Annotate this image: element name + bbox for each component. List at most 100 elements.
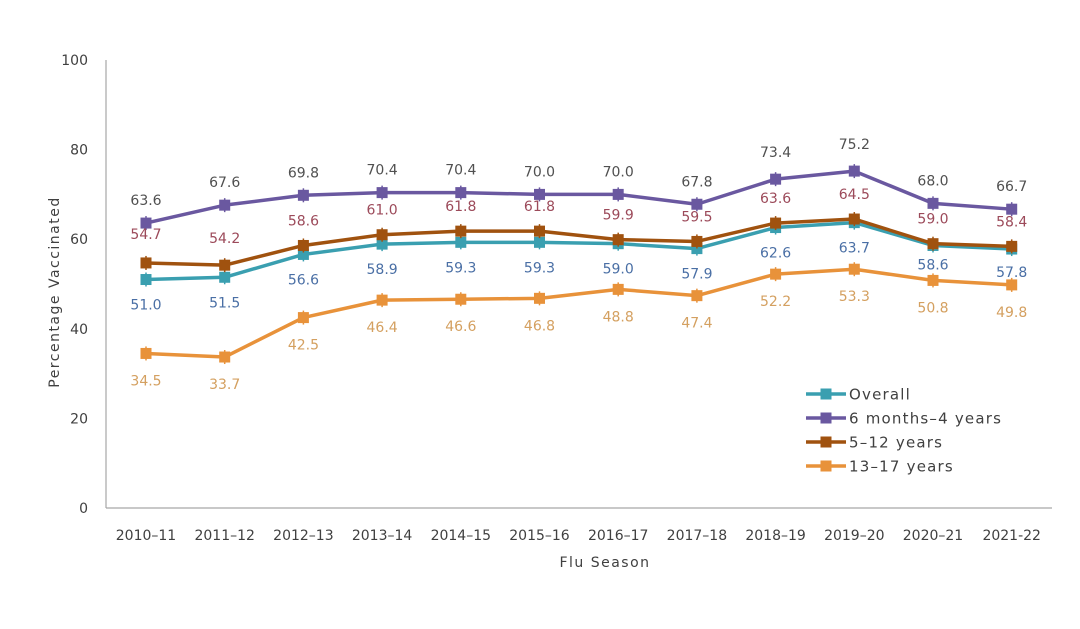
x-tick-label: 2016–17 <box>588 528 648 544</box>
x-tick-label: 2021-22 <box>982 528 1041 544</box>
data-point <box>140 217 152 229</box>
legend-item: Overall <box>806 386 911 404</box>
legend: Overall 6 months–4 years 5–12 years 13–17 y… <box>806 386 1002 476</box>
data-point <box>1006 203 1018 215</box>
legend-marker-icon <box>820 436 832 448</box>
data-label: 48.8 <box>603 309 634 325</box>
data-point <box>691 290 703 302</box>
data-point <box>140 274 152 286</box>
data-label: 54.7 <box>130 227 161 243</box>
data-point <box>1006 240 1018 252</box>
data-label: 46.4 <box>367 320 398 336</box>
legend-marker-icon <box>820 412 832 424</box>
data-label: 59.3 <box>524 260 555 276</box>
series-2 <box>140 212 1018 273</box>
data-label: 51.5 <box>209 295 240 311</box>
data-label: 59.0 <box>917 212 948 228</box>
data-point <box>534 225 545 237</box>
x-tick-label: 2015–16 <box>509 528 570 544</box>
series-line <box>145 267 1012 359</box>
series-line <box>145 217 1012 267</box>
data-point <box>770 173 782 185</box>
data-label: 70.0 <box>524 164 555 180</box>
x-tick-label: 2019–20 <box>824 528 884 544</box>
x-tick-label: 2010–11 <box>116 528 176 544</box>
y-tick-label: 60 <box>70 232 88 248</box>
data-label: 53.3 <box>839 289 870 305</box>
data-point <box>534 188 545 200</box>
y-tick-labels: 0 20 40 60 80 100 <box>61 53 88 517</box>
legend-label: 5–12 years <box>849 434 943 452</box>
data-label: 46.8 <box>524 318 555 334</box>
data-label: 58.4 <box>996 214 1027 230</box>
data-label: 58.9 <box>367 262 398 278</box>
data-point <box>612 234 624 246</box>
data-label: 49.8 <box>996 305 1027 321</box>
data-label: 61.8 <box>445 199 476 215</box>
data-label: 61.0 <box>367 203 398 219</box>
data-point <box>691 198 703 210</box>
data-point <box>140 257 152 269</box>
data-label: 75.2 <box>839 137 870 153</box>
data-point <box>297 248 309 260</box>
data-point <box>927 238 939 250</box>
series-group <box>140 164 1018 365</box>
data-labels: 51.0 51.5 56.6 58.9 59.3 59.3 59.0 57.9 62.6 63.7… <box>130 137 1027 393</box>
data-point <box>534 292 545 304</box>
y-tick-label: 20 <box>70 411 88 427</box>
legend-marker-icon <box>820 460 832 472</box>
data-label: 58.6 <box>288 213 319 229</box>
data-label: 59.3 <box>445 260 476 276</box>
data-label: 70.4 <box>445 163 476 179</box>
data-label: 70.0 <box>603 164 634 180</box>
data-label: 34.5 <box>130 373 161 389</box>
data-point <box>455 225 467 237</box>
data-label: 69.8 <box>288 165 319 181</box>
data-point <box>297 312 309 324</box>
data-point <box>297 189 309 201</box>
data-point <box>140 347 152 359</box>
series-1 <box>140 164 1018 231</box>
data-point <box>376 294 388 306</box>
y-axis-title: Percentage Vaccinated <box>47 196 63 388</box>
data-label: 67.8 <box>681 174 712 190</box>
data-point <box>927 274 939 286</box>
legend-item: 13–17 years <box>806 458 953 476</box>
data-label: 42.5 <box>288 338 319 354</box>
data-label: 50.8 <box>917 300 948 316</box>
series-line <box>145 169 1012 225</box>
data-point <box>691 235 703 247</box>
data-point <box>455 293 467 305</box>
legend-item: 6 months–4 years <box>806 410 1002 428</box>
data-point <box>770 217 782 229</box>
legend-label: Overall <box>849 386 911 404</box>
data-label: 68.0 <box>917 173 948 189</box>
data-label: 58.6 <box>917 257 948 273</box>
data-label: 66.7 <box>996 179 1027 195</box>
data-label: 56.6 <box>288 272 319 288</box>
data-point <box>612 283 624 295</box>
data-label: 59.0 <box>603 262 634 278</box>
x-tick-label: 2018–19 <box>745 528 805 544</box>
data-label: 64.5 <box>839 187 870 203</box>
series-line <box>145 220 1012 282</box>
series-0 <box>140 215 1018 287</box>
data-label: 62.6 <box>760 246 791 262</box>
data-point <box>691 243 703 255</box>
legend-label: 6 months–4 years <box>849 410 1002 428</box>
x-tick-labels: 2010–11 2011–12 2012–13 2013–14 2014–15 2015–… <box>116 528 1041 544</box>
x-tick-label: 2014–15 <box>431 528 491 544</box>
data-label: 59.9 <box>603 208 634 224</box>
data-point <box>534 236 545 248</box>
legend-marker-icon <box>820 388 832 400</box>
x-tick-label: 2011–12 <box>194 528 254 544</box>
data-point <box>376 187 388 199</box>
x-tick-label: 2020–21 <box>903 528 963 544</box>
data-label: 61.8 <box>524 199 555 215</box>
data-point <box>219 351 231 363</box>
data-point <box>612 188 624 200</box>
data-point <box>770 268 782 280</box>
data-point <box>848 165 860 177</box>
x-tick-label: 2012–13 <box>273 528 333 544</box>
